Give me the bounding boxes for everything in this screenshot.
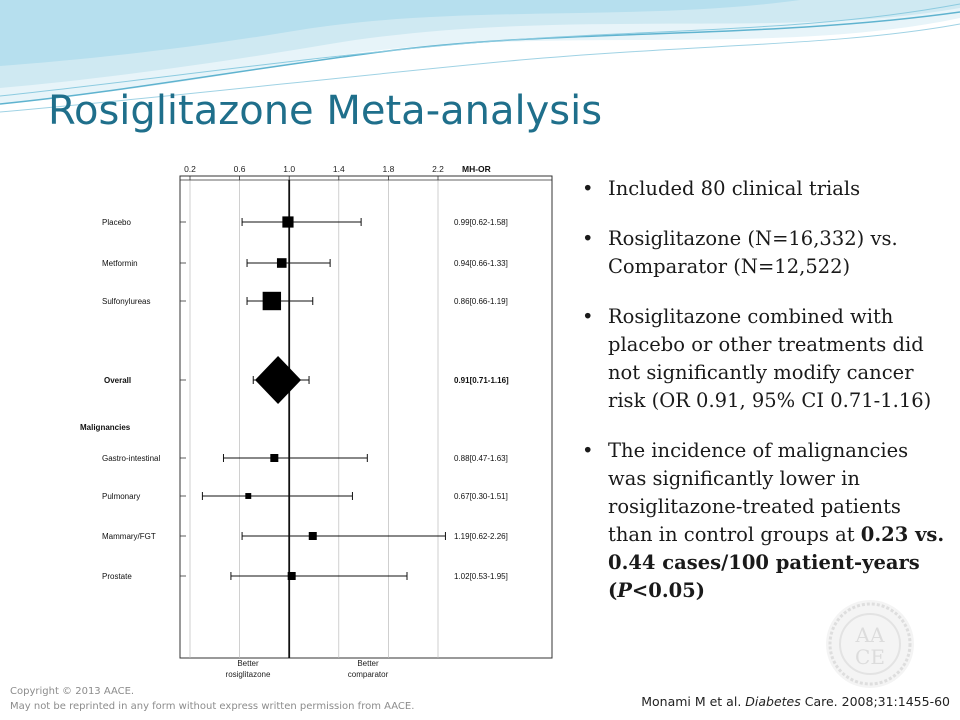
row-stat-text: 0.86[0.66-1.19] <box>454 297 508 306</box>
row-stat-text: 0.91[0.71-1.16] <box>454 376 509 385</box>
row-label: Gastro-intestinal <box>102 454 160 463</box>
bullet-item: Included 80 clinical trials <box>578 175 948 203</box>
row-stat-text: 1.19[0.62-2.26] <box>454 532 508 541</box>
header-wave-decoration <box>0 0 960 113</box>
citation: Monami M et al. Diabetes Care. 2008;31:1… <box>641 694 950 709</box>
bullet-text: Rosiglitazone (N=16,332) vs. Comparator … <box>608 227 898 278</box>
x-tick-label: 1.4 <box>333 164 345 174</box>
row-stat-text: 0.67[0.30-1.51] <box>454 492 508 501</box>
bullet-item: The incidence of malignancies was signif… <box>578 437 948 605</box>
forest-plot: 0.2 0.6 1.0 1.4 1.8 2.2 MH-OR Malignancies Place… <box>80 164 553 679</box>
citation-authors: Monami M et al. <box>641 694 746 709</box>
svg-text:AA: AA <box>855 623 885 647</box>
row-label: Pulmonary <box>102 492 140 501</box>
row-label: Overall <box>104 376 131 385</box>
left-annotation-line1: Better <box>237 659 259 668</box>
bullet-item: Rosiglitazone (N=16,332) vs. Comparator … <box>578 225 948 281</box>
group-header-label: Malignancies <box>80 423 131 432</box>
point-estimate-marker <box>270 454 279 462</box>
slide-title: Rosiglitazone Meta-analysis <box>48 88 603 134</box>
row-label: Mammary/FGT <box>102 532 156 541</box>
left-annotation-line2: rosiglitazone <box>226 670 271 679</box>
plot-frame <box>179 175 553 659</box>
row-label: Placebo <box>102 218 131 227</box>
bullet-list: Included 80 clinical trials Rosiglitazon… <box>578 175 948 627</box>
point-estimate-marker <box>245 493 252 499</box>
copyright-line: Copyright © 2013 AACE. <box>10 686 135 697</box>
row-label: Metformin <box>102 259 138 268</box>
row-stat-text: 0.88[0.47-1.63] <box>454 454 508 463</box>
right-annotation-line1: Better <box>357 659 379 668</box>
citation-details: Care. 2008;31:1455-60 <box>800 694 950 709</box>
bullet-item: Rosiglitazone combined with placebo or o… <box>578 303 948 415</box>
point-estimate-marker <box>308 532 317 540</box>
bullet-bold-text: 0.23 vs. 0.44 cases/100 patient-years ( <box>608 523 945 602</box>
bullet-bold-text: <0.05) <box>631 579 705 602</box>
overall-diamond-marker <box>255 356 302 404</box>
point-estimate-marker <box>262 291 282 311</box>
bullet-text: Rosiglitazone combined with placebo or o… <box>608 305 932 412</box>
bullet-text: The incidence of malignancies was signif… <box>608 439 909 546</box>
forest-plot-panel: 0.2 0.6 1.0 1.4 1.8 2.2 MH-OR Malignancies Place… <box>58 150 564 685</box>
row-label: Prostate <box>102 572 132 581</box>
point-estimate-marker <box>276 258 287 268</box>
point-estimate-marker <box>287 572 296 580</box>
copyright-notice: Copyright © 2013 AACE. May not be reprin… <box>10 684 414 714</box>
aace-seal-logo: AA CE <box>826 600 914 688</box>
stat-column-header: MH-OR <box>462 164 491 174</box>
row-stat-text: 1.02[0.53-1.95] <box>454 572 508 581</box>
row-stat-text: 0.94[0.66-1.33] <box>454 259 508 268</box>
right-annotation-line2: comparator <box>348 670 389 679</box>
citation-journal: Diabetes <box>745 694 801 709</box>
x-tick-label: 2.2 <box>432 164 444 174</box>
bullet-p-value-label: P <box>617 579 632 602</box>
svg-text:CE: CE <box>855 645 885 669</box>
permission-line: May not be reprinted in any form without… <box>10 701 415 712</box>
point-estimate-marker <box>282 216 294 228</box>
x-tick-label: 1.8 <box>382 164 394 174</box>
x-tick-label: 0.6 <box>234 164 246 174</box>
bullet-text: Included 80 clinical trials <box>608 177 861 200</box>
x-tick-label: 1.0 <box>283 164 295 174</box>
x-tick-label: 0.2 <box>184 164 196 174</box>
row-label: Sulfonylureas <box>102 297 150 306</box>
row-stat-text: 0.99[0.62-1.58] <box>454 218 508 227</box>
